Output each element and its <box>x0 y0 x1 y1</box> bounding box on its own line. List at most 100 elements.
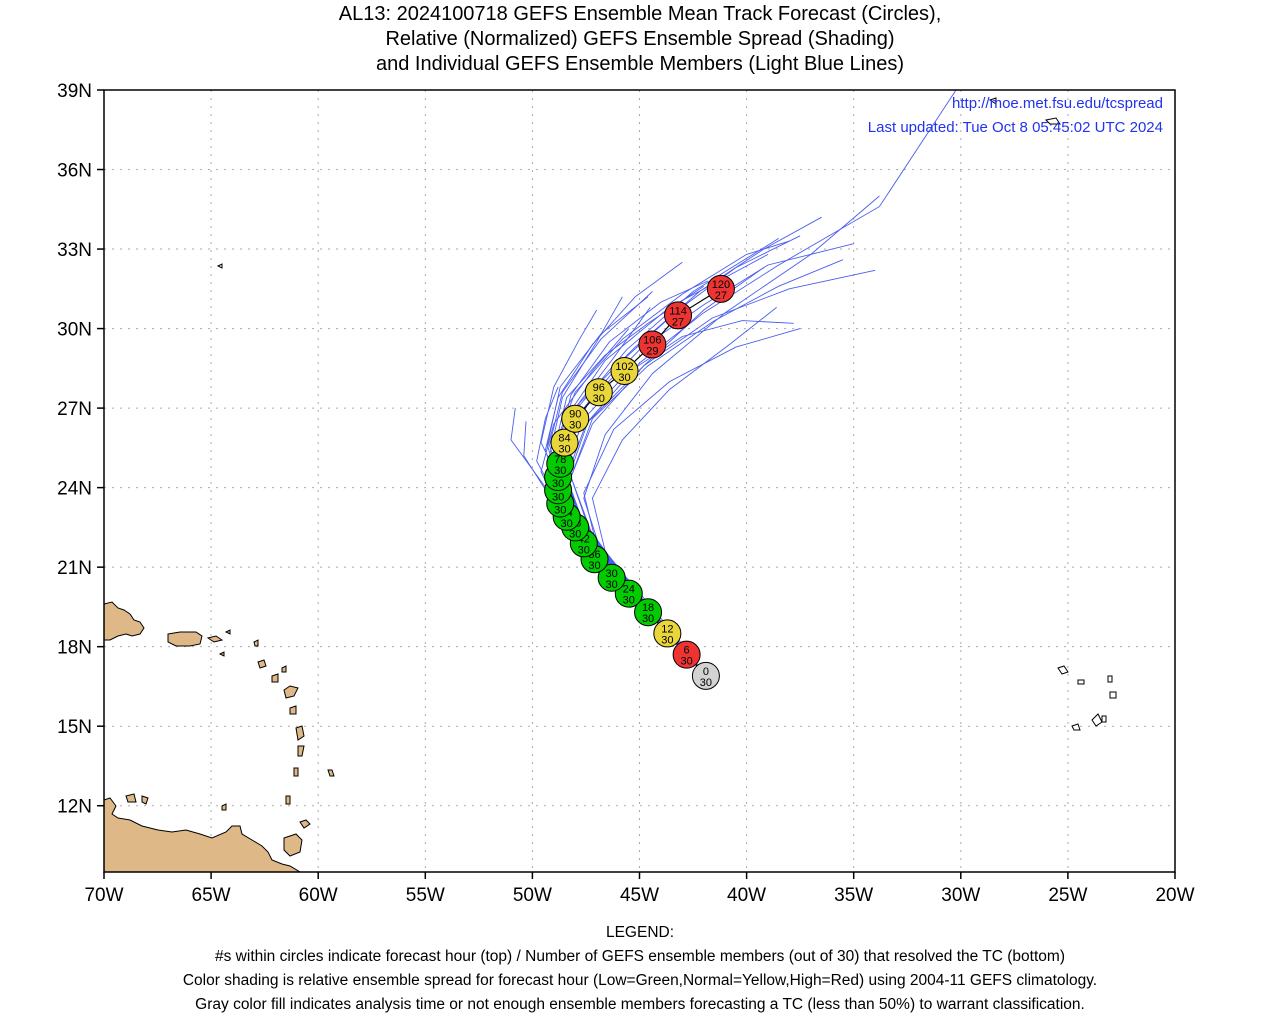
member-count-label: 30 <box>623 595 635 607</box>
member-count-label: 30 <box>578 544 590 556</box>
member-count-label: 30 <box>593 393 605 405</box>
member-count-label: 30 <box>554 505 566 517</box>
track-circle: 630 <box>672 640 701 669</box>
member-count-label: 30 <box>661 634 673 646</box>
forecast-hour-label: 96 <box>593 382 605 394</box>
plot-background <box>104 90 1175 872</box>
x-tick-label: 60W <box>299 885 338 906</box>
member-count-label: 30 <box>554 465 566 477</box>
land-cape-verde-1 <box>1057 665 1069 675</box>
credit-url: http://moe.met.fsu.edu/tcspread <box>952 95 1163 112</box>
land-barbados <box>327 769 335 777</box>
member-count-label: 30 <box>552 491 564 503</box>
land-hispaniola <box>104 601 145 641</box>
land-dominica <box>289 705 297 715</box>
land-puerto-rico <box>167 631 203 647</box>
member-count-label: 30 <box>606 579 618 591</box>
land-cape-verde-2 <box>1077 679 1085 685</box>
y-tick-label: 24N <box>57 479 92 500</box>
y-tick-label: 21N <box>57 558 92 579</box>
title-line-2: Relative (Normalized) GEFS Ensemble Spre… <box>385 28 895 50</box>
track-circle-marker <box>550 428 579 457</box>
member-count-label: 30 <box>680 656 692 668</box>
forecast-hour-label: 6 <box>684 645 690 657</box>
y-tick-label: 27N <box>57 399 92 420</box>
land-island-c <box>218 651 225 657</box>
land-st-vincent <box>293 767 299 777</box>
land-south-america <box>104 797 301 872</box>
forecast-hour-label: 78 <box>554 454 566 466</box>
land-island-e <box>271 673 279 683</box>
land-island-b <box>253 639 259 647</box>
forecast-hour-label: 120 <box>712 279 730 291</box>
member-count-label: 30 <box>642 613 654 625</box>
y-tick-label: 30N <box>57 320 92 341</box>
member-count-label: 30 <box>569 420 581 432</box>
track-circle-marker <box>610 356 639 385</box>
forecast-hour-label: 84 <box>558 433 570 445</box>
forecast-hour-label: 18 <box>642 602 654 614</box>
land-st-lucia <box>297 745 305 757</box>
forecast-hour-label: 24 <box>623 584 635 596</box>
credit-updated: Last updated: Tue Oct 8 05:45:02 UTC 202… <box>868 119 1163 136</box>
land-trinidad <box>283 833 303 857</box>
track-circle-marker <box>691 661 720 690</box>
y-tick-label: 36N <box>57 161 92 182</box>
x-tick-label: 55W <box>406 885 445 906</box>
land-virgin-islands <box>206 635 224 643</box>
x-tick-label: 30W <box>941 885 980 906</box>
member-count-label: 30 <box>700 677 712 689</box>
chart-title: AL13: 2024100718 GEFS Ensemble Mean Trac… <box>0 2 1280 77</box>
track-circle-marker <box>634 598 663 627</box>
member-count-label: 30 <box>552 478 564 490</box>
legend-line-1: #s within circles indicate forecast hour… <box>215 948 1065 965</box>
land-azores-1 <box>988 97 997 105</box>
member-count-label: 27 <box>715 290 727 302</box>
track-circle-marker <box>664 301 693 330</box>
track-circle-marker <box>672 640 701 669</box>
land-aruba <box>125 793 137 803</box>
member-count-label: 29 <box>646 345 658 357</box>
land-azores-2 <box>1044 117 1061 125</box>
x-tick-label: 35W <box>834 885 873 906</box>
member-count-label: 30 <box>588 560 600 572</box>
x-tick-label: 45W <box>620 885 659 906</box>
x-tick-label: 20W <box>1155 885 1194 906</box>
forecast-hour-label: 106 <box>643 334 661 346</box>
y-tick-label: 12N <box>57 797 92 818</box>
land-margarita <box>221 803 227 811</box>
land-bermuda <box>216 263 223 269</box>
track-circle-marker <box>597 563 626 592</box>
x-axis: 70W 65W 60W 55W 50W 45W 40W 35W 30W 25W 20W <box>84 872 1195 906</box>
x-tick-label: 40W <box>727 885 766 906</box>
forecast-hour-label: 0 <box>703 666 709 678</box>
land-island-d <box>257 659 267 669</box>
track-circle-marker <box>584 378 613 407</box>
member-count-label: 30 <box>569 528 581 540</box>
track-circle-marker <box>638 330 667 359</box>
track-circle-marker <box>653 619 682 648</box>
forecast-hour-label: 30 <box>606 568 618 580</box>
land-island-a <box>224 629 231 635</box>
land-curacao <box>141 795 149 805</box>
title-line-1: AL13: 2024100718 GEFS Ensemble Mean Trac… <box>338 3 942 25</box>
mean-track: 0306301230183024303030363042304830543060… <box>544 274 735 690</box>
land-island-f <box>281 665 287 673</box>
y-tick-label: 39N <box>57 81 92 102</box>
land-martinique <box>295 725 305 741</box>
forecast-hour-label: 114 <box>669 305 687 317</box>
forecast-hour-label: 12 <box>661 623 673 635</box>
y-tick-label: 33N <box>57 240 92 261</box>
legend-line-3: Gray color fill indicates analysis time … <box>195 996 1085 1013</box>
member-count-label: 27 <box>672 316 684 328</box>
land-guadeloupe <box>283 685 299 699</box>
y-axis: 12N 15N 18N 21N 24N 27N 30N 33N 36N 39N <box>57 81 104 818</box>
land-masses <box>104 97 1117 872</box>
forecast-hour-label: 90 <box>569 409 581 421</box>
